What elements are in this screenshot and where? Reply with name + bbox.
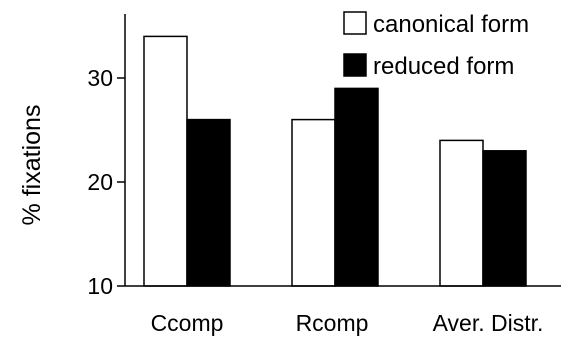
legend-swatch-reduced-form (343, 53, 367, 77)
category-labels: Ccomp Rcomp Aver. Distr. (151, 310, 544, 336)
bar-rcomp-reduced-form (334, 87, 379, 287)
bar-aver-distr-reduced-form (482, 150, 527, 287)
axes (124, 14, 561, 287)
bar-rcomp-canonical-form (291, 118, 336, 287)
legend: canonical form reduced form (343, 11, 529, 80)
y-tick-label-20: 20 (87, 169, 113, 195)
legend-label-canonical-form: canonical form (373, 11, 529, 38)
y-tick-label-10: 10 (87, 273, 113, 299)
y-axis-title-group: % fixations (18, 105, 46, 226)
category-label-2: Aver. Distr. (433, 310, 544, 336)
category-label-0: Ccomp (151, 310, 224, 336)
y-tick-label-30: 30 (87, 65, 113, 91)
y-ticks: 10 20 30 (87, 65, 125, 299)
category-label-1: Rcomp (296, 310, 369, 336)
legend-swatch-canonical-form (343, 11, 367, 35)
bars (143, 35, 527, 287)
bar-ccomp-reduced-form (186, 118, 231, 287)
y-axis-title: % fixations (18, 105, 46, 226)
legend-label-reduced-form: reduced form (373, 53, 514, 80)
bar-ccomp-canonical-form (143, 35, 188, 287)
bar-aver-distr-canonical-form (439, 139, 484, 287)
